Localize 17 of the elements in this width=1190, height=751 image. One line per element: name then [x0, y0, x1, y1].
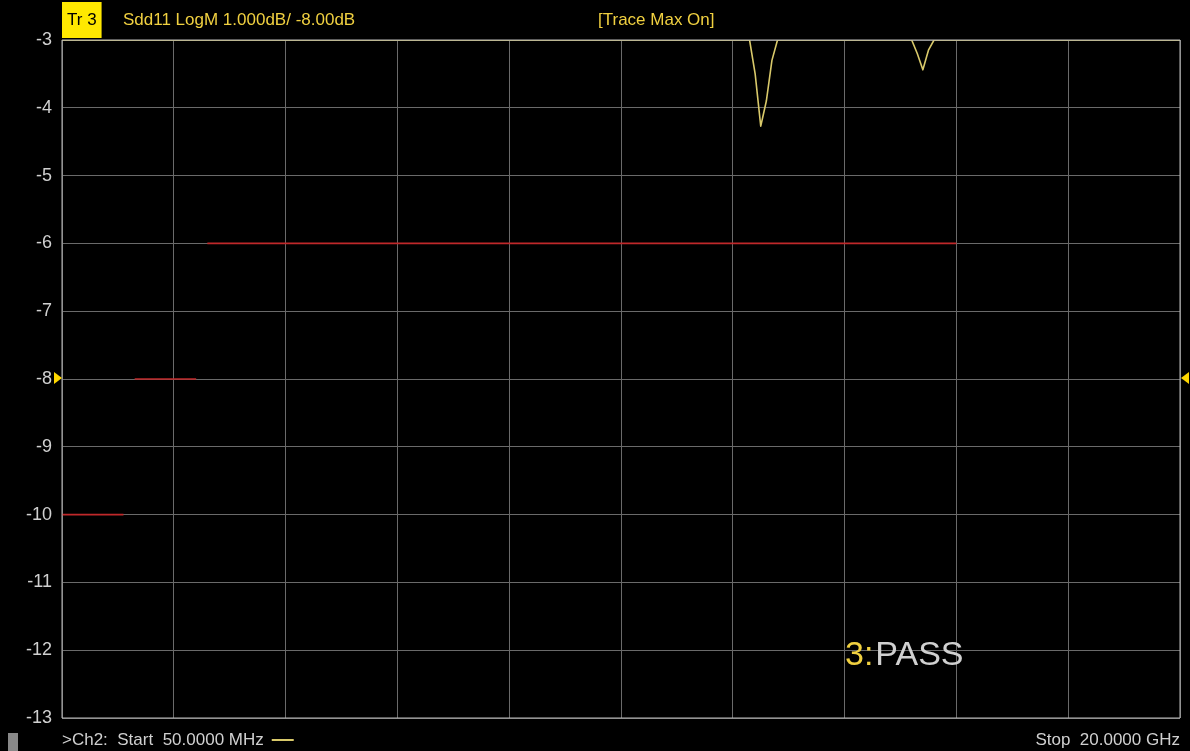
y-tick-label: -11 [27, 571, 52, 592]
text: Stop 20.0000 GHz [1035, 729, 1180, 749]
y-tick-label: -13 [25, 706, 52, 727]
y-tick-label: -9 [35, 435, 52, 456]
y-tick-label: -8 [35, 367, 52, 388]
chart-title: Sdd11 LogM 1.000dB/ -8.00dB [123, 9, 356, 29]
text: [Trace Max On] [598, 9, 715, 29]
y-tick-label: -12 [25, 639, 52, 660]
y-tick-label: -6 [35, 232, 52, 253]
y-tick-label: -10 [25, 503, 52, 524]
y-tick-label: -3 [35, 28, 52, 49]
y-tick-label: -7 [35, 300, 52, 321]
text: >Ch2: Start 50.0000 MHz [62, 729, 264, 749]
y-tick-label: -4 [35, 96, 52, 117]
annotation: 3:PASS [845, 634, 964, 673]
text: Tr 3 [67, 9, 97, 29]
y-tick-label: -5 [35, 164, 52, 185]
